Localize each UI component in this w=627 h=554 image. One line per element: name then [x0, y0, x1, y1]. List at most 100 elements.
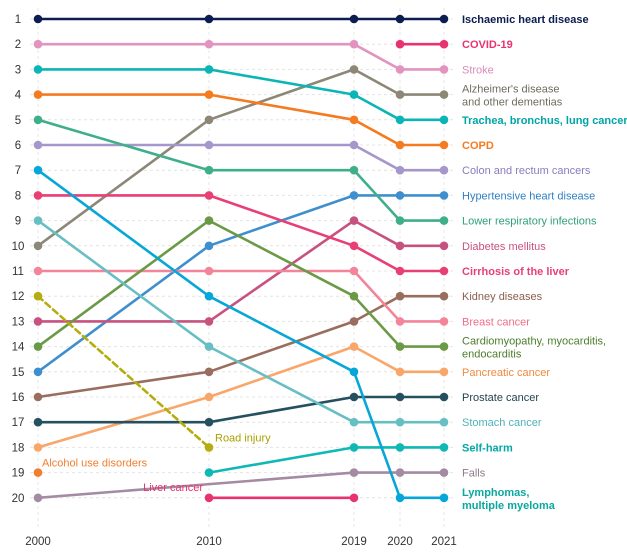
point-falls-2000: [33, 493, 43, 503]
series-label-line: Pancreatic cancer: [462, 367, 550, 379]
point-stroke-2010: [204, 39, 214, 49]
year-tick-2020: 2020: [387, 536, 413, 548]
series-label-stroke: Stroke: [462, 64, 494, 76]
rank-tick-11: 11: [12, 266, 24, 278]
point-copd-2020: [395, 140, 405, 150]
point-lower-respiratory-infections-2021: [439, 216, 449, 225]
series-line-road-injury: [36, 294, 211, 449]
point-hypertensive-heart-disease-2010: [204, 241, 214, 251]
point-colon-and-rectum-cancers-2000: [33, 140, 43, 150]
point-prostate-cancer-2021: [439, 392, 449, 402]
series-label-line: and other dementias: [462, 97, 563, 109]
point-lymphomas-multiple-myeloma-2021: [439, 493, 449, 503]
rank-tick-1: 1: [15, 14, 21, 26]
point-breast-cancer-2020: [395, 317, 405, 326]
rank-tick-20: 20: [12, 493, 25, 505]
point-alzheimer-s-disease-and-other-dementias-2020: [395, 90, 405, 99]
point-kidney-diseases-2010: [204, 367, 214, 377]
point-alcohol-use-disorders-2000: [33, 468, 43, 477]
point-breast-cancer-2010: [204, 266, 214, 276]
rank-tick-14: 14: [12, 342, 25, 354]
point-cardiomyopathy-myocarditis-endocarditis-2019: [349, 291, 359, 301]
series-label-line: Lymphomas,: [462, 487, 529, 499]
series-label-pancreatic-cancer: Pancreatic cancer: [462, 367, 550, 379]
series-label-line: endocarditis: [462, 349, 522, 361]
point-pancreatic-cancer-2020: [395, 367, 405, 377]
point-cirrhosis-of-the-liver-2021: [439, 266, 449, 276]
point-ischaemic-heart-disease-2020: [395, 14, 405, 24]
point-alzheimer-s-disease-and-other-dementias-2019: [349, 65, 359, 74]
series-points: [33, 14, 449, 503]
point-stomach-cancer-2019: [349, 417, 359, 427]
point-pancreatic-cancer-2019: [349, 342, 359, 351]
series-label-cirrhosis-of-the-liver: Cirrhosis of the liver: [462, 266, 570, 278]
point-stroke-2000: [33, 39, 43, 49]
point-prostate-cancer-2000: [33, 417, 43, 427]
series-line-cirrhosis-of-the-liver: [36, 194, 446, 273]
point-breast-cancer-2000: [33, 266, 43, 276]
rank-tick-15: 15: [12, 367, 25, 379]
point-colon-and-rectum-cancers-2021: [439, 165, 449, 175]
point-stomach-cancer-2000: [33, 216, 43, 225]
point-cirrhosis-of-the-liver-2010: [204, 191, 214, 200]
point-road-injury-2010: [204, 443, 214, 452]
point-pancreatic-cancer-2010: [204, 392, 214, 402]
series-label-liver-cancer: Liver cancer: [143, 482, 203, 494]
rank-tick-4: 4: [15, 90, 22, 102]
series-label-prostate-cancer: Prostate cancer: [462, 392, 539, 404]
point-cirrhosis-of-the-liver-2019: [349, 241, 359, 251]
series-labels: Ischaemic heart disease COVID-19 Stroke Alz…: [42, 14, 627, 512]
series-label-lower-respiratory-infections: Lower respiratory infections: [462, 216, 597, 228]
point-breast-cancer-2021: [439, 317, 449, 326]
series-label-line: multiple myeloma: [462, 500, 556, 512]
point-stomach-cancer-2021: [439, 417, 449, 427]
series-label-line: Cardiomyopathy, myocarditis,: [462, 336, 606, 348]
point-trachea-bronchus-lung-cancers-2021: [439, 115, 449, 125]
series-label-lymphomas-multiple-myeloma: Lymphomas, multiple myeloma: [462, 487, 556, 512]
point-kidney-diseases-2021: [439, 291, 449, 301]
series-label-line: Trachea, bronchus, lung cancers: [462, 115, 627, 127]
point-cardiomyopathy-myocarditis-endocarditis-2000: [33, 342, 43, 351]
series-label-covid-19: COVID-19: [462, 39, 513, 51]
point-kidney-diseases-2000: [33, 392, 43, 402]
series-label-line: Alcohol use disorders: [42, 458, 148, 470]
point-trachea-bronchus-lung-cancers-2000: [33, 65, 43, 74]
year-tick-2019: 2019: [341, 536, 367, 548]
point-kidney-diseases-2020: [395, 291, 405, 301]
series-line-stroke: [36, 42, 446, 71]
point-falls-2020: [395, 468, 405, 477]
rank-tick-8: 8: [15, 190, 21, 202]
point-diabetes-mellitus-2021: [439, 241, 449, 251]
point-stroke-2019: [349, 39, 359, 49]
rank-tick-18: 18: [12, 442, 25, 454]
series-label-self-harm: Self-harm: [462, 442, 513, 454]
point-alzheimer-s-disease-and-other-dementias-2010: [204, 115, 214, 125]
point-colon-and-rectum-cancers-2020: [395, 165, 405, 175]
point-hypertensive-heart-disease-2020: [395, 191, 405, 200]
point-colon-and-rectum-cancers-2010: [204, 140, 214, 150]
point-road-injury-2000: [33, 291, 43, 301]
point-cardiomyopathy-myocarditis-endocarditis-2021: [439, 342, 449, 351]
rank-tick-2: 2: [15, 39, 21, 51]
series-label-breast-cancer: Breast cancer: [462, 316, 530, 328]
series-label-line: COVID-19: [462, 39, 513, 51]
series-label-copd: COPD: [462, 140, 494, 152]
point-copd-2010: [204, 90, 214, 99]
series-line-hypertensive-heart-disease: [36, 194, 446, 374]
point-ischaemic-heart-disease-2019: [349, 14, 359, 24]
series-label-line: Ischaemic heart disease: [462, 14, 589, 26]
point-lower-respiratory-infections-2010: [204, 165, 214, 175]
series-label-line: Cirrhosis of the liver: [462, 266, 570, 278]
series-line-prostate-cancer: [36, 395, 446, 424]
rank-tick-6: 6: [15, 140, 21, 152]
series-label-ischaemic-heart-disease: Ischaemic heart disease: [462, 14, 589, 26]
point-copd-2019: [349, 115, 359, 125]
point-diabetes-mellitus-2020: [395, 241, 405, 251]
point-cardiomyopathy-myocarditis-endocarditis-2010: [204, 216, 214, 225]
series-label-line: Diabetes mellitus: [462, 241, 546, 253]
grid-layer: [30, 8, 455, 528]
point-trachea-bronchus-lung-cancers-2010: [204, 65, 214, 74]
